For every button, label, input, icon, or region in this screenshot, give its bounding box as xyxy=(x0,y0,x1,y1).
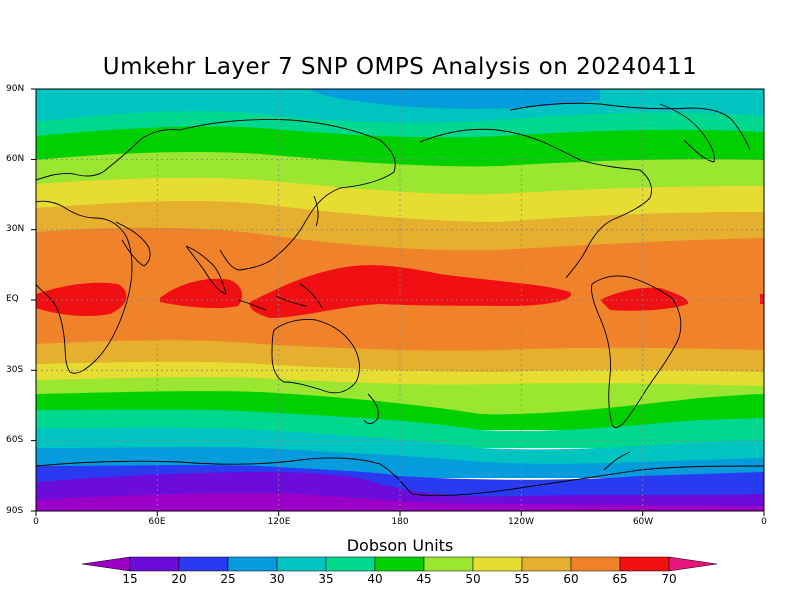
colorbar-segment xyxy=(374,556,425,572)
colorbar-tick-label: 40 xyxy=(367,572,383,586)
colorbar-tick-label: 60 xyxy=(563,572,579,586)
lon-label-0-east: 0 xyxy=(761,517,767,527)
colorbar-tick-label: 45 xyxy=(416,572,432,586)
band-25-30-arctic xyxy=(310,89,600,109)
south-america-coast xyxy=(591,275,682,428)
greenland xyxy=(659,103,715,163)
colorbar-segment xyxy=(325,556,376,572)
band-below-15-south xyxy=(36,493,764,511)
lon-label-180: 180 xyxy=(391,517,409,527)
lat-label-eq: EQ xyxy=(6,294,19,304)
lon-label-60w: 60W xyxy=(632,517,654,527)
lat-label-90n: 90N xyxy=(6,84,25,94)
coastlines xyxy=(36,102,764,497)
lon-label-0-west: 0 xyxy=(33,517,39,527)
new-zealand xyxy=(363,393,379,425)
colorbar-tick-label: 25 xyxy=(220,572,236,586)
lat-label-30s: 30S xyxy=(6,365,24,375)
lon-label-120w: 120W xyxy=(507,517,535,527)
max-south-america xyxy=(600,287,689,311)
colorbar-tick-label: 70 xyxy=(661,572,677,586)
colorbar-segment xyxy=(472,556,523,572)
colorbar-tick-label: 20 xyxy=(171,572,187,586)
graticule xyxy=(36,89,764,511)
se-asia-islands xyxy=(237,283,323,311)
lat-label-90s: 90S xyxy=(6,506,24,516)
colorbar-segment xyxy=(227,556,278,572)
colorbar-segment xyxy=(129,556,180,572)
colorbar xyxy=(81,556,718,572)
north-america-coast xyxy=(419,128,652,279)
lat-label-60s: 60S xyxy=(6,435,24,445)
colorbar-tick-label: 55 xyxy=(514,572,530,586)
canada-arctic xyxy=(509,102,751,151)
colorbar-low-extension xyxy=(81,556,131,572)
colorbar-segment xyxy=(521,556,572,572)
map-title: Umkehr Layer 7 SNP OMPS Analysis on 2024… xyxy=(102,54,698,80)
colorbar-tick-label: 30 xyxy=(269,572,285,586)
lon-label-60e: 60E xyxy=(148,517,166,527)
europe-coast xyxy=(36,129,181,181)
colorbar-tick-label: 35 xyxy=(318,572,334,586)
colorbar-tick-label: 15 xyxy=(122,572,138,586)
max-west-pacific xyxy=(249,265,571,318)
colorbar-tick-label: 65 xyxy=(612,572,628,586)
max-indian-ocean xyxy=(160,278,243,309)
lon-label-120e: 120E xyxy=(267,517,291,527)
india-coast xyxy=(185,245,227,295)
asia-coast xyxy=(179,119,396,271)
japan xyxy=(313,195,319,227)
axis-ticks xyxy=(31,88,765,516)
colorbar-segment xyxy=(178,556,229,572)
colorbar-segment xyxy=(423,556,474,572)
lat-label-60n: 60N xyxy=(6,154,25,164)
antarctica-coast xyxy=(36,457,764,497)
colorbar-segment xyxy=(619,556,670,572)
colorbar-title: Dobson Units xyxy=(346,536,454,555)
max-africa xyxy=(36,282,127,316)
lat-label-30n: 30N xyxy=(6,224,25,234)
africa-coast xyxy=(36,200,133,374)
antarctic-peninsula xyxy=(603,451,631,471)
arabia-coast xyxy=(115,221,151,267)
colorbar-segment xyxy=(276,556,327,572)
australia-coast xyxy=(271,319,360,394)
colorbar-tick-label: 50 xyxy=(465,572,481,586)
max-east-edge xyxy=(760,294,764,304)
colorbar-segment xyxy=(570,556,621,572)
colorbar-high-extension xyxy=(668,556,718,572)
